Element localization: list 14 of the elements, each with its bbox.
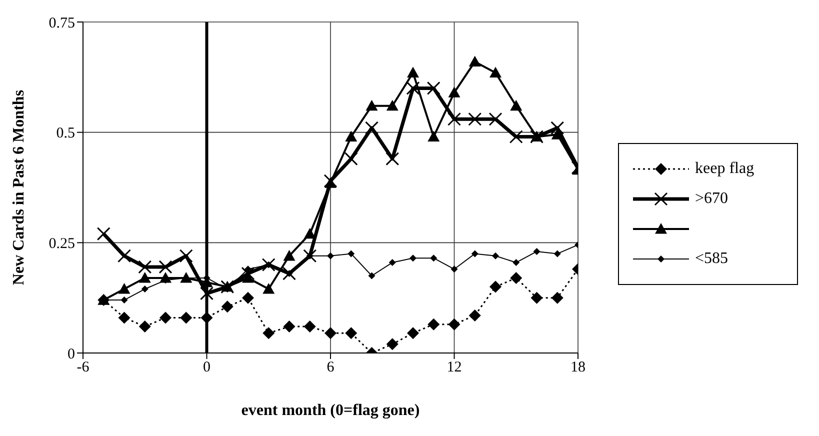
y-tick-label: 0 [68, 346, 75, 362]
x-tick-label: 12 [446, 360, 462, 376]
x-axis-title: event month (0=flag gone) [241, 402, 420, 419]
y-axis-title: New Cards in Past 6 Months [10, 90, 28, 286]
x-tick-label: -6 [76, 360, 90, 376]
y-tick-label: 0.75 [48, 15, 75, 32]
x-tick-label: 0 [203, 360, 210, 376]
y-tick-label: 0.25 [48, 236, 75, 252]
y-tick-label: 0.5 [56, 126, 75, 142]
legend-label: >670 [695, 190, 730, 208]
x-tick-label: 6 [326, 360, 335, 376]
legend-label: <585 [695, 250, 730, 268]
legend-label: keep flag [695, 160, 756, 178]
x-tick-label: 18 [570, 360, 586, 376]
